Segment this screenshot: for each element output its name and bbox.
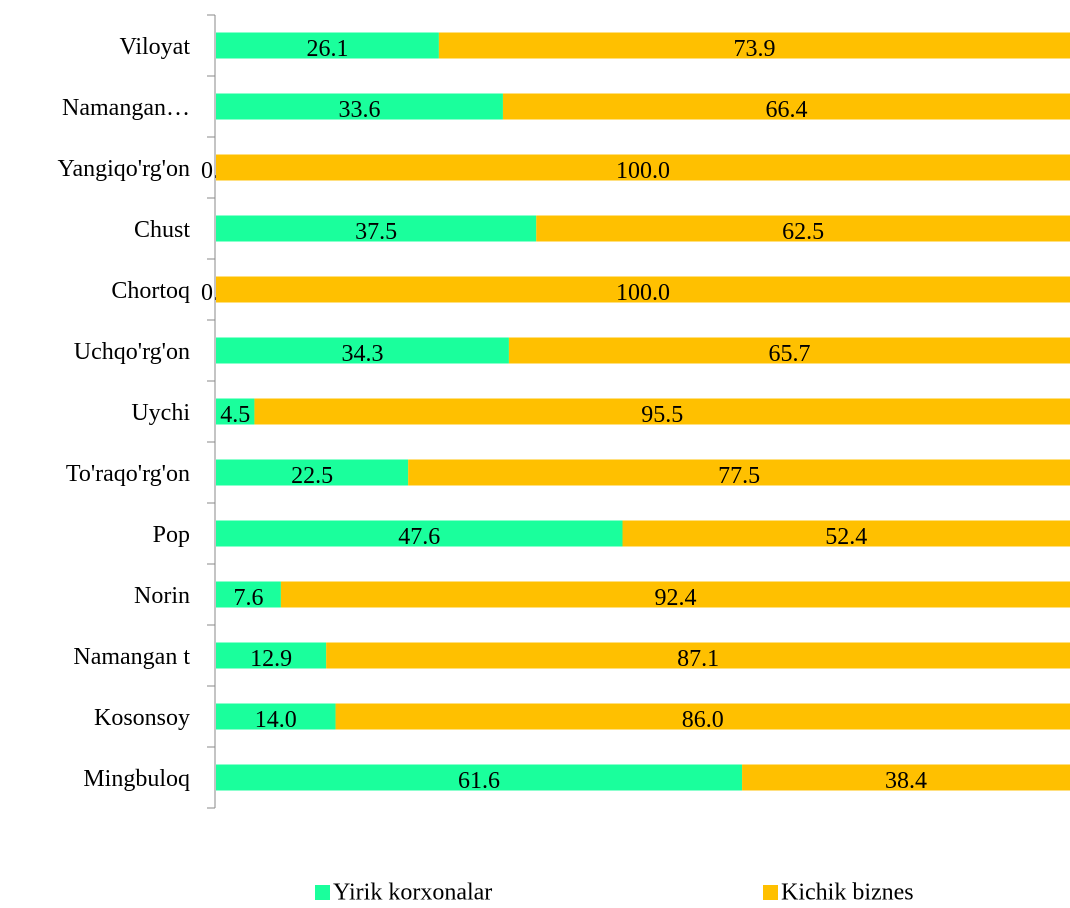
legend-label: Yirik korxonalar bbox=[333, 880, 492, 906]
data-label: 92.4 bbox=[654, 585, 696, 611]
data-label: 47.6 bbox=[398, 524, 440, 550]
data-label: 95.5 bbox=[641, 402, 683, 428]
data-label: 4.5 bbox=[220, 402, 250, 428]
y-tick-label: To'raqo'rg'on bbox=[66, 461, 190, 487]
bar-segment bbox=[536, 215, 1070, 242]
bar-segment bbox=[438, 32, 1070, 59]
y-tick-label: Kosonsoy bbox=[94, 705, 190, 731]
bar-segment bbox=[326, 642, 1070, 669]
data-label: 33.6 bbox=[338, 97, 380, 123]
y-tick-label: Uychi bbox=[131, 400, 190, 426]
legend-swatch bbox=[315, 885, 330, 900]
y-tick-label: Mingbuloq bbox=[83, 766, 190, 792]
data-label: 26.1 bbox=[306, 36, 348, 62]
data-label: 22.5 bbox=[291, 463, 333, 489]
data-label: 86.0 bbox=[682, 707, 724, 733]
y-tick-label: Pop bbox=[153, 522, 190, 548]
bar-segment bbox=[508, 337, 1070, 364]
bar-segment bbox=[216, 93, 503, 120]
data-label: 61.6 bbox=[458, 768, 500, 794]
data-label: 66.4 bbox=[765, 97, 807, 123]
bar-segment bbox=[216, 32, 439, 59]
bar-segment bbox=[216, 154, 1070, 181]
data-label: 87.1 bbox=[677, 646, 719, 672]
bar-segment bbox=[216, 337, 509, 364]
legend-swatch bbox=[763, 885, 778, 900]
bar-segment bbox=[254, 398, 1070, 425]
bar-segment bbox=[216, 398, 255, 425]
data-label: 100.0 bbox=[616, 158, 670, 184]
data-label: 7.6 bbox=[233, 585, 263, 611]
data-label: 73.9 bbox=[733, 36, 775, 62]
bar-segment bbox=[742, 764, 1070, 791]
bar-segment bbox=[622, 520, 1070, 547]
y-tick-label: Chortoq bbox=[111, 278, 190, 304]
bar-segment bbox=[216, 215, 537, 242]
bar-segment bbox=[280, 581, 1070, 608]
data-label: 14.0 bbox=[255, 707, 297, 733]
bar-segment bbox=[216, 459, 409, 486]
data-label: 38.4 bbox=[885, 768, 927, 794]
bar-segment bbox=[216, 520, 623, 547]
y-tick-label: Namangan t bbox=[73, 644, 190, 670]
y-tick-label: Namangan… bbox=[62, 95, 190, 121]
bar-segment bbox=[216, 581, 281, 608]
legend-label: Kichik biznes bbox=[781, 880, 914, 906]
data-label: 62.5 bbox=[782, 219, 824, 245]
bar-segment bbox=[216, 764, 743, 791]
y-tick-label: Uchqo'rg'on bbox=[74, 339, 190, 365]
bar-segment bbox=[216, 642, 327, 669]
bar-segment bbox=[216, 276, 1070, 303]
bar-segment bbox=[408, 459, 1070, 486]
bar-segment bbox=[335, 703, 1070, 730]
bar-segment bbox=[502, 93, 1070, 120]
y-tick-label: Viloyat bbox=[119, 34, 190, 60]
data-label: 100.0 bbox=[616, 280, 670, 306]
y-tick-label: Chust bbox=[134, 217, 190, 243]
data-label: 77.5 bbox=[718, 463, 760, 489]
y-tick-label: Norin bbox=[134, 583, 190, 609]
data-label: 37.5 bbox=[355, 219, 397, 245]
data-label: 65.7 bbox=[768, 341, 810, 367]
bar-segment bbox=[216, 703, 336, 730]
data-label: 52.4 bbox=[825, 524, 867, 550]
data-label: 12.9 bbox=[250, 646, 292, 672]
data-label: 34.3 bbox=[341, 341, 383, 367]
y-tick-label: Yangiqo'rg'on bbox=[58, 156, 190, 182]
